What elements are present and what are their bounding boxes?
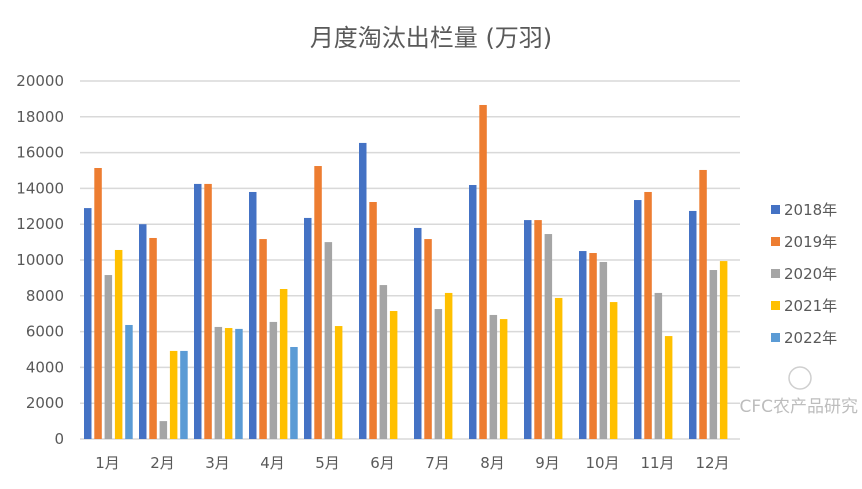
x-tick-label: 12月	[695, 454, 729, 472]
legend-label: 2020年	[784, 265, 837, 283]
bar-2021年-11月	[664, 336, 673, 439]
bar-2019年-11月	[644, 191, 652, 439]
x-tick-label: 6月	[370, 454, 395, 472]
y-tick-label: 8000	[26, 287, 64, 305]
bar-2022年-4月	[290, 346, 298, 439]
bar-2021年-3月	[224, 328, 233, 439]
wechat-icon	[788, 366, 812, 390]
bar-2020年-1月	[104, 275, 113, 439]
y-tick-label: 18000	[16, 108, 64, 126]
bar-2020年-8月	[489, 314, 498, 439]
bar-2020年-3月	[214, 326, 223, 439]
bar-2018年-8月	[469, 184, 477, 439]
bar-2022年-1月	[125, 324, 133, 439]
y-tick-label: 6000	[26, 323, 64, 341]
bar-2020年-12月	[709, 270, 718, 439]
bar-2020年-10月	[599, 261, 608, 439]
bar-2018年-9月	[524, 220, 532, 439]
bar-2019年-12月	[699, 169, 707, 439]
bar-2022年-3月	[235, 328, 243, 439]
x-tick-label: 5月	[315, 454, 340, 472]
chart-title: 月度淘汰出栏量 (万羽)	[310, 24, 552, 52]
bar-2019年-5月	[314, 166, 322, 439]
x-tick-label: 8月	[480, 454, 505, 472]
bar-2018年-7月	[414, 227, 422, 439]
bar-2018年-4月	[249, 191, 257, 439]
bar-2019年-9月	[534, 220, 542, 439]
bar-2021年-5月	[334, 326, 343, 439]
bar-2018年-1月	[84, 208, 92, 439]
y-tick-label: 2000	[26, 394, 64, 412]
bar-2018年-6月	[359, 142, 367, 439]
bar-2020年-6月	[379, 285, 388, 439]
bars	[84, 104, 728, 440]
legend-swatch	[771, 333, 780, 342]
bar-2020年-7月	[434, 309, 443, 439]
y-tick-label: 14000	[16, 179, 64, 197]
x-tick-label: 9月	[535, 454, 560, 472]
x-tick-label: 4月	[260, 454, 285, 472]
bar-2018年-12月	[689, 210, 697, 439]
legend: 2018年 2019年 2020年 2021年 2022年	[771, 201, 837, 347]
x-tick-label: 2月	[150, 454, 175, 472]
bar-2020年-5月	[324, 242, 333, 439]
legend-label: 2018年	[784, 201, 837, 219]
bar-2020年-4月	[269, 321, 278, 439]
bar-2020年-11月	[654, 292, 663, 439]
bar-2022年-2月	[180, 350, 188, 439]
bar-2021年-9月	[554, 297, 563, 439]
x-tick-label: 3月	[205, 454, 230, 472]
bar-2019年-10月	[589, 253, 597, 439]
legend-label: 2022年	[784, 329, 837, 347]
bar-2018年-3月	[194, 183, 202, 439]
bar-2018年-10月	[579, 251, 587, 439]
x-axis-ticks: 1月 2月 3月 4月 5月 6月 7月 8月 9月 10月 11月 12月	[95, 454, 729, 472]
bar-2019年-7月	[424, 239, 432, 439]
bar-2019年-1月	[94, 167, 102, 439]
legend-swatch	[771, 237, 780, 246]
y-tick-label: 0	[54, 430, 64, 448]
x-tick-label: 11月	[640, 454, 674, 472]
legend-swatch	[771, 205, 780, 214]
bar-2018年-11月	[634, 200, 642, 439]
bar-2018年-2月	[139, 224, 147, 439]
x-tick-label: 10月	[585, 454, 619, 472]
legend-label: 2021年	[784, 297, 837, 315]
y-tick-label: 4000	[26, 358, 64, 376]
bar-2021年-4月	[279, 288, 288, 439]
bar-2021年-1月	[114, 249, 123, 439]
bar-2019年-2月	[149, 237, 157, 439]
bar-2021年-10月	[609, 302, 618, 439]
legend-swatch	[771, 301, 780, 310]
bar-2020年-9月	[544, 234, 553, 439]
bar-2021年-7月	[444, 292, 453, 439]
y-tick-label: 12000	[16, 215, 64, 233]
bar-2019年-3月	[204, 183, 212, 439]
x-tick-label: 7月	[425, 454, 450, 472]
bar-2019年-8月	[479, 104, 487, 440]
bar-2021年-12月	[719, 261, 728, 439]
gridlines	[80, 80, 740, 440]
watermark-text: CFC农产品研究	[739, 397, 858, 417]
y-tick-label: 10000	[16, 251, 64, 269]
x-tick-label: 1月	[95, 454, 120, 472]
y-axis-ticks: 0 2000 4000 6000 8000 10000 12000 14000 16000 180…	[16, 72, 64, 448]
bar-2021年-2月	[169, 350, 178, 439]
bar-2021年-8月	[499, 319, 508, 439]
watermark: CFC农产品研究	[739, 366, 858, 417]
bar-2019年-4月	[259, 239, 267, 439]
y-tick-label: 20000	[16, 72, 64, 90]
y-tick-label: 16000	[16, 144, 64, 162]
bar-2019年-6月	[369, 202, 377, 439]
bar-2018年-5月	[304, 217, 312, 439]
bar-2021年-6月	[389, 311, 398, 439]
legend-swatch	[771, 269, 780, 278]
legend-label: 2019年	[784, 233, 837, 251]
bar-2020年-2月	[159, 421, 168, 439]
